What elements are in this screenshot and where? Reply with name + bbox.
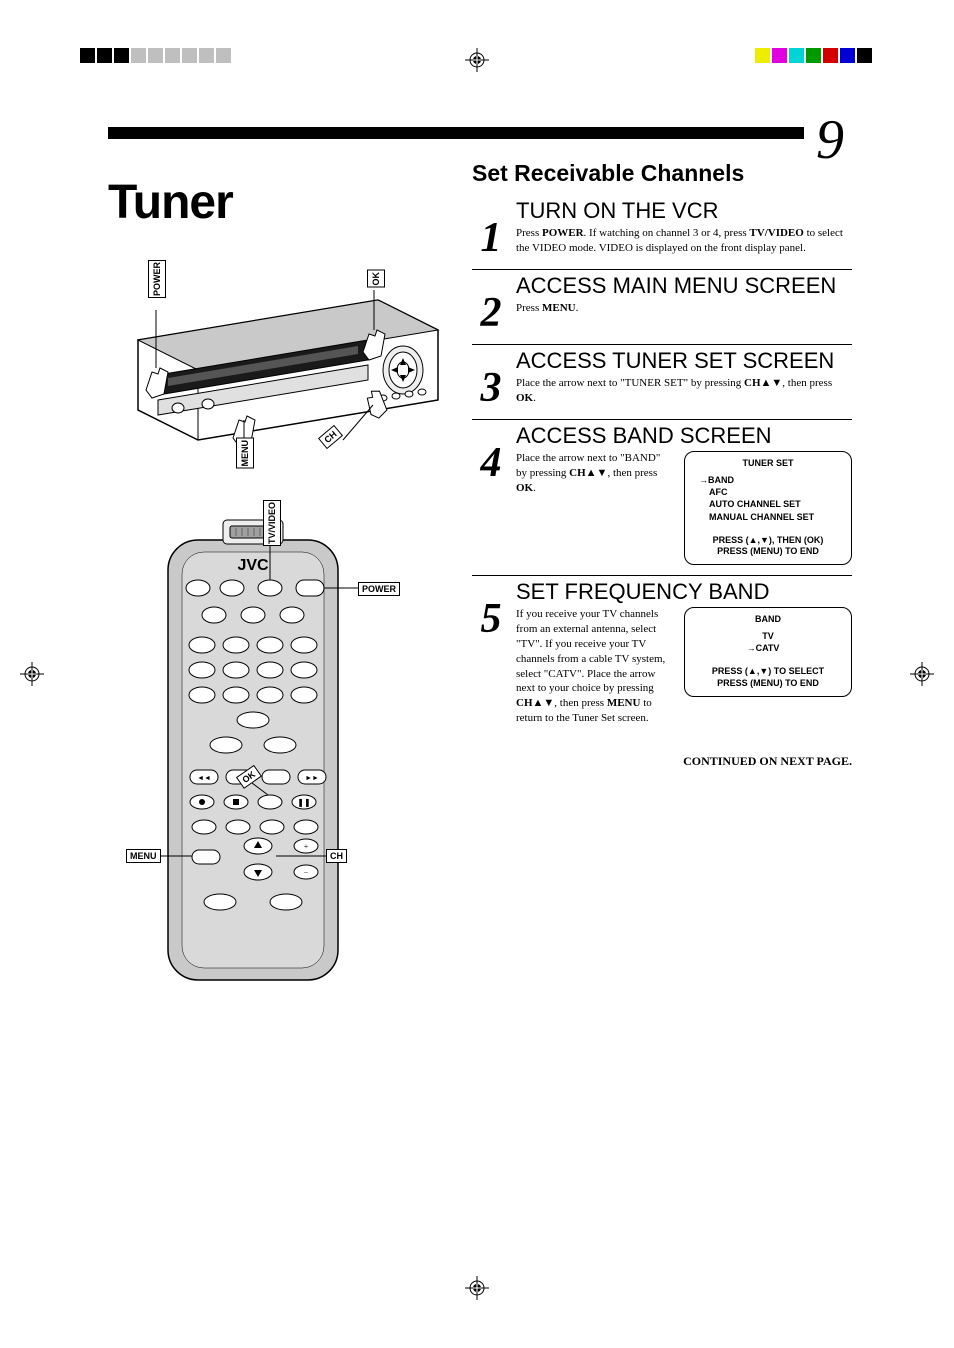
vcr-illustration: POWER OK MENU CH bbox=[108, 260, 448, 470]
registration-mark-left bbox=[20, 662, 44, 686]
vcr-callout-menu: MENU bbox=[236, 438, 254, 469]
step-heading: TURN ON THE VCR bbox=[516, 199, 852, 222]
vcr-callout-ok: OK bbox=[367, 270, 385, 288]
header-black-bar bbox=[108, 127, 804, 139]
step-3: 3 ACCESS TUNER SET SCREEN Place the arrow … bbox=[472, 345, 852, 420]
step-body: ACCESS BAND SCREEN Place the arrow next t… bbox=[510, 424, 852, 565]
step-text: Press POWER. If watching on channel 3 or… bbox=[516, 226, 852, 256]
step-4: 4 ACCESS BAND SCREEN Place the arrow next … bbox=[472, 420, 852, 576]
step-heading: ACCESS TUNER SET SCREEN bbox=[516, 349, 852, 372]
step-text: Place the arrow next to "BAND" by pressi… bbox=[516, 451, 674, 496]
step-body: TURN ON THE VCR Press POWER. If watching … bbox=[510, 199, 852, 259]
remote-illustration: JVC ◄◄ ► ►► bbox=[108, 500, 448, 1000]
osd-item: MANUAL CHANNEL SET bbox=[709, 511, 841, 523]
right-column: Set Receivable Channels 1TURN ON THE VCR… bbox=[472, 160, 852, 769]
osd-item: CATV bbox=[695, 642, 841, 654]
crop-right-squares bbox=[755, 48, 874, 68]
remote-callout-tvvideo: TV/VIDEO bbox=[263, 500, 281, 546]
main-title: Tuner bbox=[108, 175, 448, 230]
step-number: 1 bbox=[472, 199, 510, 259]
osd-screen: BAND TVCATV PRESS (▲,▼) TO SELECTPRESS (ME… bbox=[684, 607, 852, 697]
step-number: 4 bbox=[472, 424, 510, 565]
step-heading: ACCESS MAIN MENU SCREEN bbox=[516, 274, 852, 297]
step-text: Press MENU. bbox=[516, 301, 852, 316]
remote-brand: JVC bbox=[237, 557, 269, 574]
registration-mark-top bbox=[465, 48, 489, 72]
vcr-callout-power: POWER bbox=[148, 260, 166, 298]
continued-note: CONTINUED ON NEXT PAGE. bbox=[472, 754, 852, 769]
step-body: SET FREQUENCY BAND If you receive your TV… bbox=[510, 580, 852, 726]
osd-title: TUNER SET bbox=[695, 458, 841, 468]
step-1: 1 TURN ON THE VCR Press POWER. If watching… bbox=[472, 195, 852, 270]
step-text: If you receive your TV channels from an … bbox=[516, 607, 674, 726]
svg-text:−: − bbox=[304, 868, 309, 877]
step-heading: SET FREQUENCY BAND bbox=[516, 580, 852, 603]
remote-callout-power: POWER bbox=[358, 582, 400, 596]
osd-hint: PRESS (▲,▼) TO SELECTPRESS (MENU) TO END bbox=[695, 666, 841, 689]
osd-item: BAND bbox=[709, 474, 841, 486]
osd-item: AFC bbox=[709, 486, 841, 498]
step-heading: ACCESS BAND SCREEN bbox=[516, 424, 852, 447]
section-title: Set Receivable Channels bbox=[472, 160, 852, 187]
svg-text:+: + bbox=[304, 842, 309, 851]
osd-hint: PRESS (▲,▼), THEN (OK)PRESS (MENU) TO EN… bbox=[695, 535, 841, 558]
step-5: 5 SET FREQUENCY BAND If you receive your T… bbox=[472, 576, 852, 736]
svg-text:❚❚: ❚❚ bbox=[297, 798, 310, 807]
step-body: ACCESS TUNER SET SCREEN Place the arrow n… bbox=[510, 349, 852, 409]
remote-svg: JVC ◄◄ ► ►► bbox=[148, 500, 408, 1000]
step-body: ACCESS MAIN MENU SCREEN Press MENU. bbox=[510, 274, 852, 334]
step-text: Place the arrow next to "TUNER SET" by p… bbox=[516, 376, 852, 406]
registration-mark-right bbox=[910, 662, 934, 686]
remote-callout-menu: MENU bbox=[126, 849, 161, 863]
svg-text:◄◄: ◄◄ bbox=[197, 774, 211, 782]
remote-callout-ch: CH bbox=[326, 849, 347, 863]
osd-item: TV bbox=[695, 630, 841, 642]
osd-title: BAND bbox=[695, 614, 841, 624]
osd-screen: TUNER SET BANDAFCAUTO CHANNEL SETMANUAL C… bbox=[684, 451, 852, 565]
step-number: 2 bbox=[472, 274, 510, 334]
osd-item: AUTO CHANNEL SET bbox=[709, 498, 841, 510]
svg-text:►►: ►► bbox=[305, 774, 319, 782]
steps-container: 1 TURN ON THE VCR Press POWER. If watching… bbox=[472, 195, 852, 736]
step-number: 5 bbox=[472, 580, 510, 726]
crop-left-squares bbox=[80, 48, 233, 68]
left-column: Tuner bbox=[108, 175, 448, 1000]
step-number: 3 bbox=[472, 349, 510, 409]
registration-mark-bottom bbox=[465, 1276, 489, 1300]
step-2: 2 ACCESS MAIN MENU SCREEN Press MENU. bbox=[472, 270, 852, 345]
